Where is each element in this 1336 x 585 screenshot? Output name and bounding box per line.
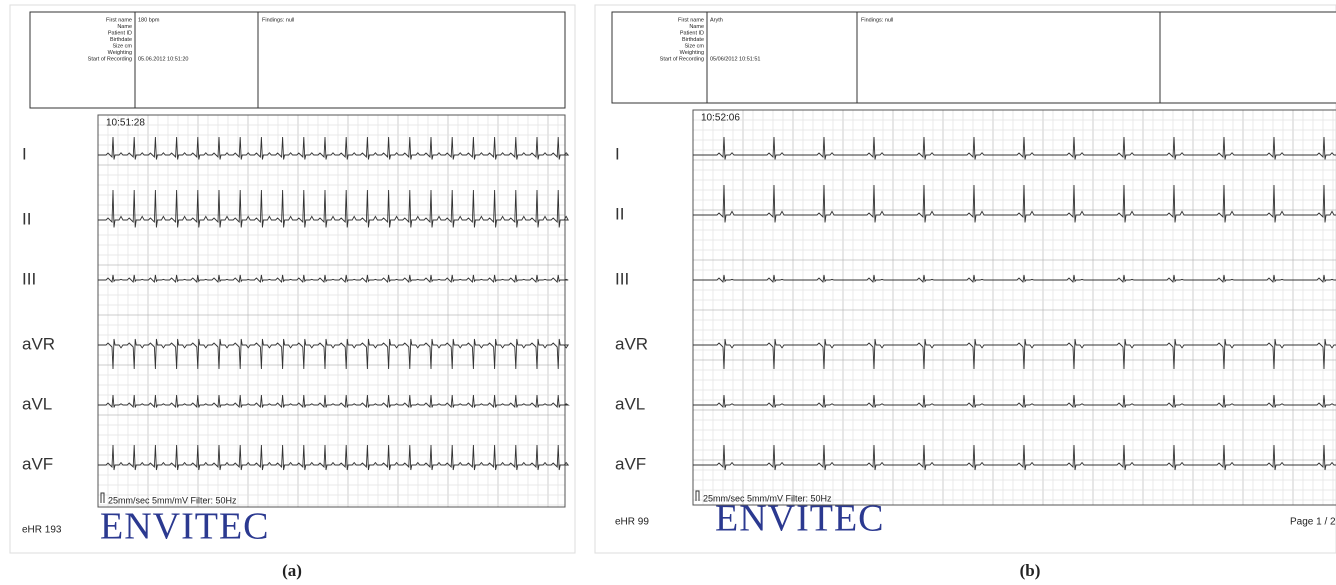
- header-label: First name: [678, 17, 704, 23]
- findings: Findings: null: [861, 17, 893, 23]
- ecg-trace: [693, 274, 1336, 283]
- time-label: 10:52:06: [701, 113, 740, 124]
- settings: 25mm/sec 5mm/mV Filter: 50Hz: [703, 493, 832, 503]
- header-value: 180 bpm: [138, 17, 160, 23]
- caption: (b): [1020, 561, 1041, 580]
- grid-border: [97, 114, 566, 508]
- findings: Findings: null: [262, 17, 294, 23]
- ecg-trace: [98, 394, 570, 409]
- ecg-trace: [98, 338, 570, 370]
- header-box: [29, 11, 566, 109]
- header-value: Aryth: [710, 17, 723, 23]
- lead-label: aVR: [615, 334, 648, 353]
- header-label: Patient ID: [680, 30, 704, 36]
- header-label: Birthdate: [110, 37, 132, 43]
- header-label: Birthdate: [682, 37, 704, 43]
- lead-label: aVL: [22, 394, 52, 413]
- ecg-trace: [98, 136, 570, 160]
- logo: ENVITEC: [715, 498, 885, 540]
- ecg-trace: [693, 394, 1336, 409]
- lead-label: aVF: [22, 454, 53, 473]
- lead-label: III: [22, 269, 36, 288]
- ecg-trace: [98, 274, 569, 283]
- header-label: Name: [117, 24, 132, 30]
- calibration-pulse: [695, 490, 700, 501]
- header-label: Size cm: [684, 43, 704, 49]
- calibration-pulse: [100, 492, 105, 503]
- header-value: 05.06.2012 10:51:20: [138, 56, 188, 62]
- ecg-trace: [693, 338, 1336, 370]
- header-box: [611, 11, 1336, 104]
- lead-label: II: [615, 204, 624, 223]
- ecg-trace: [693, 444, 1336, 471]
- ecg-grid: [692, 109, 1336, 505]
- header-label: Size cm: [112, 43, 132, 49]
- header-label: Start of Recording: [88, 56, 132, 62]
- header-label: First name: [106, 17, 132, 23]
- lead-label: III: [615, 269, 629, 288]
- header-label: Patient ID: [108, 30, 132, 36]
- ecg-trace: [693, 184, 1336, 223]
- ecg-trace: [98, 444, 570, 471]
- header-label: Start of Recording: [660, 56, 704, 62]
- header-label: Weighting: [680, 50, 704, 56]
- lead-label: aVR: [22, 334, 55, 353]
- ecg-trace: [98, 189, 569, 228]
- grid-border: [692, 109, 1336, 506]
- header-value: 05/06/2012 10:51:51: [710, 56, 760, 62]
- page-number: Page 1 / 2: [1290, 517, 1336, 528]
- ecg-grid: [97, 114, 565, 507]
- caption: (a): [282, 561, 302, 580]
- ehr: eHR 193: [22, 525, 62, 536]
- lead-label: I: [615, 144, 620, 163]
- header-label: Weighting: [108, 50, 132, 56]
- panel-border: [594, 4, 1336, 554]
- ecg-trace: [693, 136, 1336, 160]
- lead-label: aVF: [615, 454, 646, 473]
- lead-label: aVL: [615, 394, 645, 413]
- ehr: eHR 99: [615, 517, 649, 528]
- lead-label: II: [22, 209, 31, 228]
- lead-label: I: [22, 144, 27, 163]
- settings: 25mm/sec 5mm/mV Filter: 50Hz: [108, 495, 237, 505]
- logo: ENVITEC: [100, 506, 270, 548]
- panel-border: [9, 4, 576, 554]
- time-label: 10:51:28: [106, 118, 145, 129]
- header-label: Name: [689, 24, 704, 30]
